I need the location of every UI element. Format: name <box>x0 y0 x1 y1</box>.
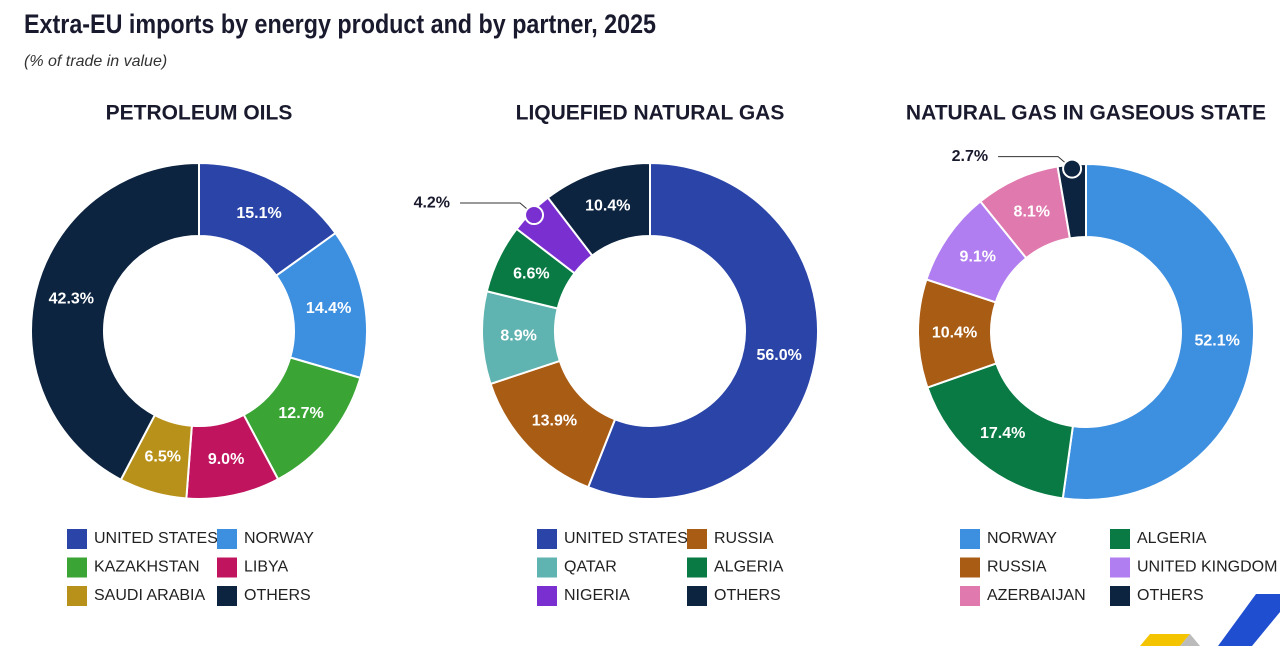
legend-label: RUSSIA <box>987 559 1047 576</box>
legend-label: ALGERIA <box>1137 530 1207 547</box>
data-label: 42.3% <box>49 291 94 308</box>
legend-label: AZERBAIJAN <box>987 587 1086 604</box>
legend-label: QATAR <box>564 559 617 576</box>
legend-swatch <box>960 586 980 606</box>
leader-line <box>460 202 535 216</box>
legend-swatch <box>537 557 557 578</box>
data-label: 6.5% <box>144 449 180 466</box>
legend-swatch <box>67 586 87 606</box>
pie-title: LIQUEFIED NATURAL GAS <box>516 102 785 125</box>
data-label: 15.1% <box>236 205 281 222</box>
data-label: 56.0% <box>756 347 801 364</box>
data-label: 8.9% <box>500 328 536 345</box>
legend-swatch <box>687 557 707 578</box>
donut-segment <box>30 161 200 482</box>
pie-title: PETROLEUM OILS <box>106 102 293 125</box>
donut-segment <box>926 362 1075 500</box>
data-label: 17.4% <box>980 425 1025 442</box>
donut-segment <box>586 161 819 500</box>
legend-label: OTHERS <box>714 587 781 604</box>
legend-label: SAUDI ARABIA <box>94 587 205 604</box>
legend-label: NIGERIA <box>564 587 630 604</box>
data-label: 9.0% <box>208 451 244 468</box>
legend-swatch <box>687 529 707 549</box>
legend-label: KAZAKHSTAN <box>94 559 200 576</box>
data-label: 14.4% <box>306 300 351 317</box>
data-label: 9.1% <box>960 248 996 265</box>
chart-subtitle: (% of trade in value) <box>24 53 167 70</box>
legend-swatch <box>687 586 707 606</box>
legend-label: UNITED STATES <box>94 530 218 547</box>
donut-segment <box>1061 162 1256 501</box>
legend-swatch <box>537 586 557 606</box>
legend-label: UNITED STATES <box>564 530 688 547</box>
legend-label: NORWAY <box>987 530 1057 547</box>
data-label: 4.2% <box>414 194 450 211</box>
legend-swatch <box>1110 529 1130 549</box>
legend-swatch <box>217 586 237 606</box>
legend-label: OTHERS <box>1137 587 1204 604</box>
pie-title: NATURAL GAS IN GASEOUS STATE <box>906 102 1266 125</box>
legend-label: RUSSIA <box>714 530 774 547</box>
decoration <box>1180 634 1200 646</box>
legend-swatch <box>960 557 980 578</box>
leader-dot <box>1062 158 1083 179</box>
data-label: 10.4% <box>585 198 630 215</box>
data-label: 12.7% <box>278 405 323 422</box>
legend-swatch <box>1110 557 1130 578</box>
data-label: 2.7% <box>952 148 988 165</box>
legend-label: ALGERIA <box>714 559 784 576</box>
donut-segment <box>546 161 651 257</box>
legend-swatch <box>960 529 980 549</box>
legend-label: NORWAY <box>244 530 314 547</box>
decoration <box>1218 594 1280 646</box>
leader-dot <box>524 205 545 226</box>
data-label: 8.1% <box>1014 203 1050 220</box>
legend-label: OTHERS <box>244 587 311 604</box>
data-label: 13.9% <box>532 413 577 430</box>
decoration <box>1140 634 1190 646</box>
legend-swatch <box>217 557 237 578</box>
data-label: 52.1% <box>1194 332 1239 349</box>
legend-swatch <box>67 557 87 578</box>
legend-swatch <box>1110 586 1130 606</box>
chart-title: Extra-EU imports by energy product and b… <box>24 9 656 39</box>
data-label: 6.6% <box>513 265 549 282</box>
legend-swatch <box>537 529 557 549</box>
legend-label: LIBYA <box>244 559 289 576</box>
data-label: 10.4% <box>932 324 977 341</box>
legend-swatch <box>67 529 87 549</box>
legend-swatch <box>217 529 237 549</box>
legend-label: UNITED KINGDOM <box>1137 559 1277 576</box>
